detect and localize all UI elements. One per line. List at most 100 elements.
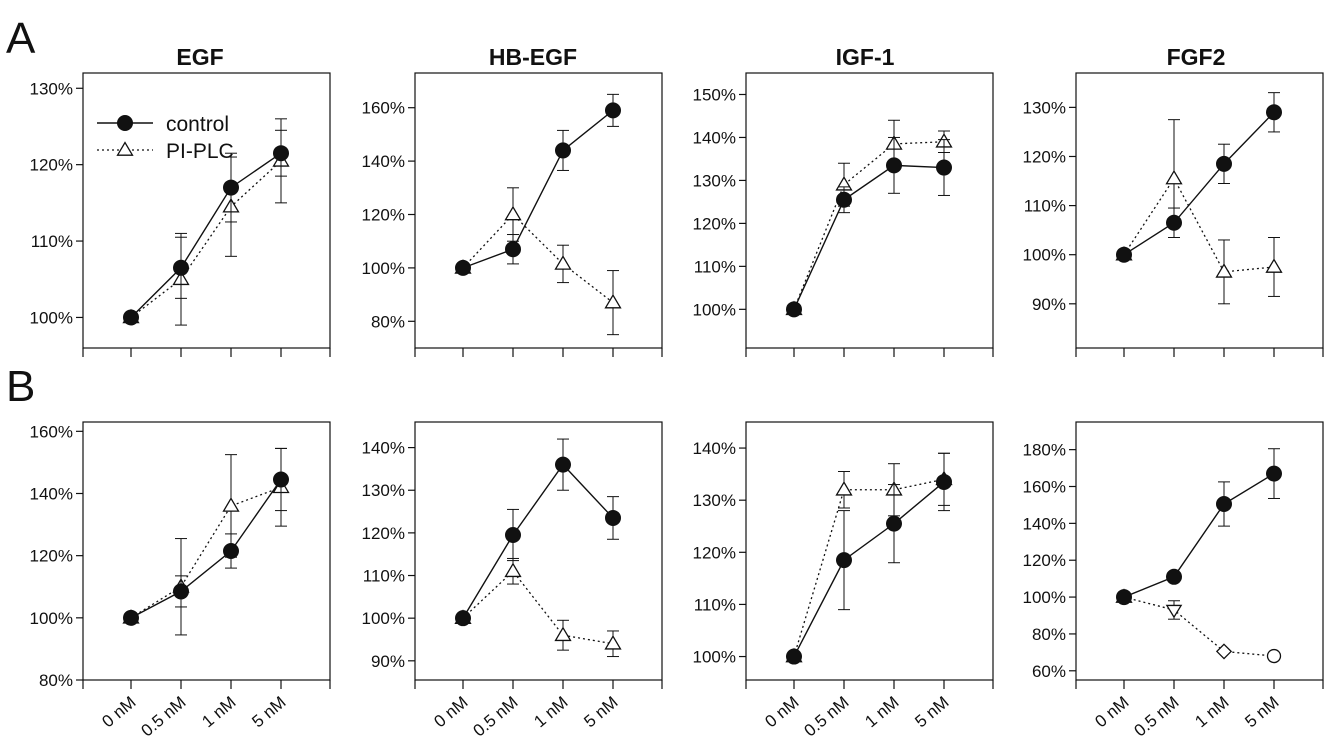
series-pi-plc: [454, 187, 622, 336]
data-point: [505, 241, 521, 258]
series-line: [130, 479, 282, 619]
data-point: [886, 157, 902, 174]
chart-a-egf: 100% 110% 120% 130%: [30, 72, 331, 357]
data-point: [505, 527, 521, 544]
chart-a-fgf2: 90% 100% 110% 120% 130%: [1023, 72, 1324, 357]
series-line: [1123, 111, 1275, 256]
series-line: [462, 213, 614, 304]
series-line: [130, 160, 282, 318]
data-point: [173, 259, 189, 276]
y-tick-label: 120%: [693, 543, 736, 562]
x-tick-label: 0.5 nM: [801, 693, 853, 741]
legend-treated-label: PI-PLC: [166, 140, 234, 163]
plot-frame: [82, 421, 331, 681]
y-tick-label: 110%: [1024, 197, 1066, 216]
y-tick-label: 120%: [362, 206, 405, 225]
y-tick-label: 160%: [30, 422, 73, 441]
y-tick-label: 110%: [31, 232, 73, 251]
data-point: [455, 610, 471, 627]
y-tick-label: 110%: [363, 567, 405, 586]
y-tick-label: 100%: [30, 308, 73, 327]
data-point: [555, 456, 571, 473]
x-tick-label: 5 nM: [1241, 693, 1282, 732]
y-tick-label: 100%: [1023, 246, 1066, 265]
y-tick-label: 80%: [1032, 625, 1066, 644]
series-pi-plc: [1115, 588, 1282, 664]
y-tick-label: 120%: [362, 524, 405, 543]
data-point: [1266, 465, 1282, 482]
series-control: [123, 447, 289, 626]
panel-label-b: B: [6, 362, 36, 411]
y-tick-label: 100%: [362, 259, 405, 278]
data-point: [1266, 648, 1282, 664]
chart-a-igf-1: 100% 110% 120% 130% 140% 150%: [693, 72, 994, 357]
series-control: [786, 136, 952, 318]
data-point: [786, 648, 802, 665]
x-tick-label: 1 nM: [198, 693, 239, 732]
data-point: [1266, 104, 1282, 121]
data-point: [554, 626, 572, 642]
legend-treated-marker: [116, 141, 134, 156]
y-tick-label: 140%: [362, 439, 405, 458]
column-title-egf: EGF: [176, 44, 224, 70]
column-title-igf-1: IGF-1: [835, 44, 895, 70]
data-point: [1116, 246, 1132, 263]
y-tick-label: 100%: [1023, 588, 1066, 607]
data-point: [1165, 169, 1183, 185]
data-point: [223, 179, 239, 196]
y-tick-label: 130%: [30, 79, 73, 98]
y-tick-label: 90%: [1032, 295, 1066, 314]
data-point: [936, 159, 952, 176]
y-tick-label: 120%: [30, 547, 73, 566]
data-point: [1265, 258, 1283, 273]
series-line: [462, 463, 614, 619]
x-tick-label: 0 nM: [1091, 693, 1132, 732]
panel-label-a: A: [6, 14, 36, 63]
y-tick-label: 80%: [371, 312, 405, 331]
y-tick-label: 100%: [693, 648, 736, 667]
y-tick-label: 160%: [362, 99, 405, 118]
y-tick-label: 130%: [693, 491, 736, 510]
data-point: [836, 191, 852, 208]
y-tick-label: 180%: [1023, 441, 1066, 460]
series-pi-plc: [785, 119, 953, 316]
data-point: [554, 255, 572, 270]
data-point: [273, 145, 289, 162]
data-point: [223, 543, 239, 559]
data-point: [1216, 496, 1232, 513]
plot-frame: [1075, 421, 1324, 681]
x-tick-label: 5 nM: [248, 693, 289, 732]
data-point: [604, 293, 622, 309]
data-point: [1165, 604, 1183, 619]
data-point: [936, 473, 952, 490]
data-point: [604, 634, 622, 650]
data-point: [273, 471, 289, 488]
series-line: [793, 478, 945, 657]
column-title-hb-egf: HB-EGF: [488, 44, 578, 70]
data-point: [222, 497, 240, 512]
y-tick-label: 100%: [693, 300, 736, 319]
data-point: [123, 309, 139, 326]
series-control: [786, 452, 952, 665]
data-point: [1166, 568, 1182, 585]
series-control: [455, 438, 621, 627]
legend-control-marker: [117, 115, 133, 131]
plot-frame: [1075, 72, 1324, 349]
data-point: [605, 509, 621, 526]
x-tick-label: 5 nM: [580, 693, 621, 732]
y-tick-label: 130%: [362, 481, 405, 500]
x-tick-label: 0 nM: [98, 693, 139, 732]
y-tick-label: 120%: [30, 156, 73, 175]
data-point: [455, 259, 471, 276]
y-tick-label: 140%: [693, 128, 736, 147]
x-tick-label: 5 nM: [911, 693, 952, 732]
y-tick-label: 150%: [693, 85, 736, 104]
y-tick-label: 130%: [693, 171, 736, 190]
x-tick-label: 0 nM: [761, 693, 802, 732]
series-pi-plc: [1115, 119, 1283, 305]
series-pi-plc: [785, 452, 953, 663]
legend: control PI-PLC: [97, 113, 234, 163]
data-point: [835, 481, 853, 496]
data-point: [1215, 643, 1233, 660]
y-tick-label: 120%: [1023, 551, 1066, 570]
